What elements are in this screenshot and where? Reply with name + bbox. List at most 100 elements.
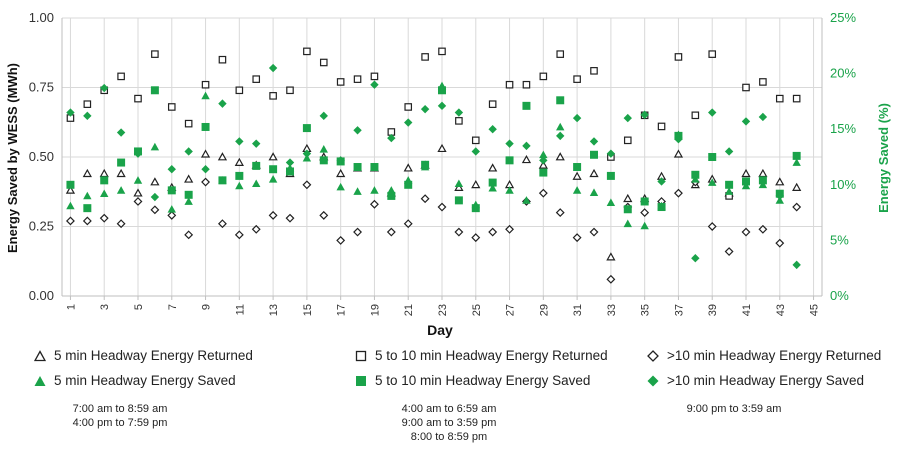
data-point-series-2 xyxy=(99,213,109,223)
legend-item: >10 min Headway Energy Saved xyxy=(647,373,864,388)
data-point-series-1 xyxy=(370,72,379,81)
x-tick-label: 29 xyxy=(538,304,550,316)
left-tick-label: 0.00 xyxy=(29,288,54,303)
data-point-series-1 xyxy=(117,72,125,81)
data-point-series-4 xyxy=(404,180,413,189)
data-point-series-3 xyxy=(66,201,75,210)
data-point-series-5 xyxy=(505,139,514,148)
data-point-series-2 xyxy=(302,180,312,190)
data-point-series-2 xyxy=(285,213,295,223)
right-tick-label: 10% xyxy=(830,177,856,192)
data-point-series-5 xyxy=(404,118,413,127)
data-point-series-3 xyxy=(353,187,362,195)
data-point-series-1 xyxy=(775,94,784,103)
data-point-series-5 xyxy=(657,177,666,186)
data-point-series-0 xyxy=(673,149,684,158)
data-point-series-1 xyxy=(522,80,531,89)
data-point-series-2 xyxy=(234,230,244,240)
data-point-series-0 xyxy=(521,154,532,164)
data-point-series-1 xyxy=(184,119,193,128)
data-point-series-2 xyxy=(386,227,396,237)
data-point-series-1 xyxy=(134,94,142,103)
data-point-series-1 xyxy=(539,72,548,81)
data-point-series-5 xyxy=(66,108,75,117)
data-point-series-2 xyxy=(589,227,599,237)
data-point-series-2 xyxy=(319,210,329,220)
data-point-series-0 xyxy=(555,152,565,161)
x-tick-label: 25 xyxy=(471,304,483,316)
data-point-series-5 xyxy=(353,126,362,135)
data-point-series-4 xyxy=(218,176,227,185)
left-axis-ticks: 0.00 0.25 0.50 0.75 1.00 xyxy=(29,10,54,303)
data-point-series-4 xyxy=(742,177,750,186)
left-tick-label: 1.00 xyxy=(29,10,54,25)
data-point-series-3 xyxy=(184,197,193,205)
data-point-series-2 xyxy=(488,227,498,237)
data-point-series-2 xyxy=(82,216,92,226)
data-point-series-5 xyxy=(302,149,312,158)
data-point-series-2 xyxy=(336,235,346,245)
data-point-series-3 xyxy=(268,175,278,183)
data-point-series-0 xyxy=(268,152,278,161)
data-point-series-1 xyxy=(708,50,717,58)
data-point-series-2 xyxy=(792,202,802,212)
x-tick-label: 23 xyxy=(437,304,449,316)
data-point-series-3 xyxy=(589,188,599,196)
data-point-series-3 xyxy=(454,179,464,188)
x-tick-label: 13 xyxy=(268,304,280,316)
data-point-series-1 xyxy=(657,122,666,131)
data-point-series-1 xyxy=(455,117,463,125)
data-point-series-3 xyxy=(167,205,176,213)
data-point-series-4 xyxy=(201,122,210,131)
data-point-series-2 xyxy=(707,222,717,231)
data-point-series-4 xyxy=(640,197,649,206)
data-point-series-5 xyxy=(319,111,328,121)
data-point-series-4 xyxy=(269,165,278,174)
data-point-series-4 xyxy=(387,191,396,200)
data-point-series-4 xyxy=(708,153,717,161)
data-point-series-0 xyxy=(184,174,194,183)
data-point-series-4 xyxy=(83,204,92,213)
data-point-series-4 xyxy=(471,204,480,213)
data-point-series-0 xyxy=(538,160,548,169)
x-tick-label: 21 xyxy=(403,304,415,316)
data-point-series-3 xyxy=(572,186,582,194)
data-point-series-2 xyxy=(116,219,126,229)
data-point-series-3 xyxy=(252,179,261,188)
data-point-series-4 xyxy=(319,156,328,165)
x-tick-label: 9 xyxy=(201,304,213,310)
data-point-series-5 xyxy=(775,191,784,201)
data-point-series-4 xyxy=(286,167,294,176)
legend-label: 5 to 10 min Headway Energy Saved xyxy=(375,373,591,388)
data-point-series-4 xyxy=(421,160,430,169)
data-point-series-4 xyxy=(573,163,582,171)
data-point-series-5 xyxy=(437,101,447,111)
data-point-series-1 xyxy=(218,55,227,64)
triangle-filled-icon xyxy=(34,375,46,386)
data-point-series-2 xyxy=(403,219,413,229)
data-point-series-3 xyxy=(505,186,514,194)
data-point-series-3 xyxy=(336,182,345,191)
data-point-series-2 xyxy=(606,274,616,284)
data-point-series-0 xyxy=(99,168,109,178)
data-point-series-3 xyxy=(758,180,768,189)
left-axis-title: Energy Saved by WESS (MWh) xyxy=(5,63,20,253)
data-point-series-2 xyxy=(724,247,734,256)
data-point-series-0 xyxy=(792,182,802,191)
data-point-series-1 xyxy=(674,53,683,61)
data-point-series-5 xyxy=(623,113,632,123)
time-note: 4:00 pm to 7:59 pm xyxy=(72,417,168,429)
right-tick-label: 15% xyxy=(830,121,856,136)
data-point-series-5 xyxy=(724,147,734,156)
legend-label: >10 min Headway Energy Returned xyxy=(667,348,882,363)
data-point-series-5 xyxy=(100,83,109,93)
data-point-series-5 xyxy=(674,135,683,144)
legend-item: 5 to 10 min Headway Energy Saved xyxy=(355,373,590,388)
diamond-filled-icon xyxy=(647,375,659,386)
legend-item: >10 min Headway Energy Returned xyxy=(647,348,881,363)
x-axis-ticks: 1 3 5 7 9 11 13 15 17 19 21 23 25 27 29 31 33 35 37 39 41 43 4… xyxy=(65,296,821,316)
triangle-open-icon xyxy=(34,349,46,361)
data-point-series-1 xyxy=(404,103,413,111)
data-point-series-1 xyxy=(438,47,446,56)
data-point-series-4 xyxy=(657,203,666,212)
